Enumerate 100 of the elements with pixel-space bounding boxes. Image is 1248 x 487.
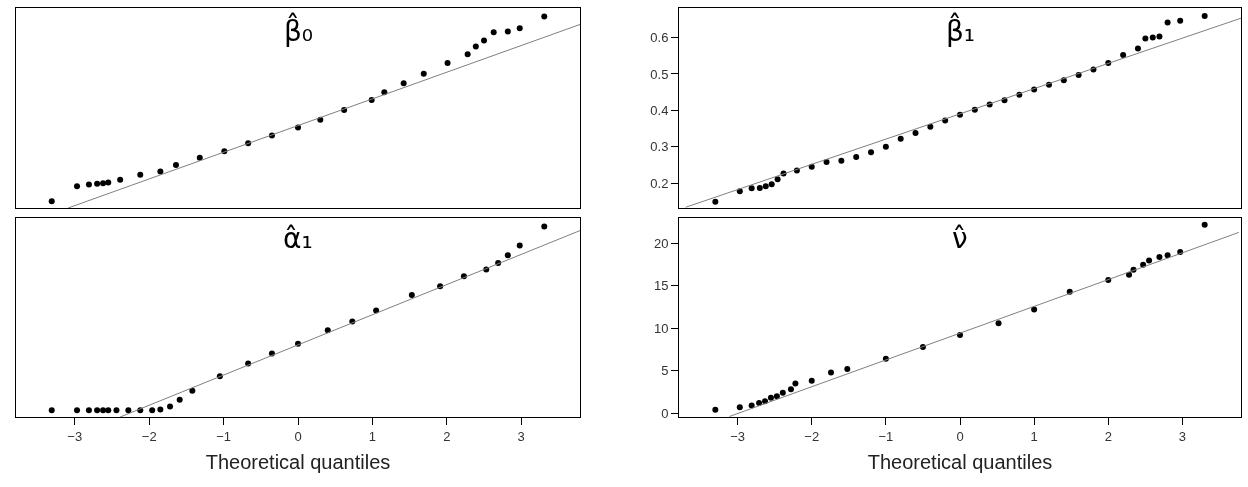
point	[995, 320, 1002, 327]
point	[827, 369, 834, 376]
x-tick-label: 1	[368, 428, 377, 444]
y-tick-label: 0.2	[650, 175, 669, 191]
x-tick-label: −2	[804, 428, 820, 444]
point	[444, 59, 451, 66]
point	[100, 180, 107, 187]
point	[792, 380, 799, 387]
x-tick-label: −1	[878, 428, 894, 444]
point	[768, 181, 775, 188]
point	[157, 406, 164, 413]
y-tick-label: 5	[661, 363, 669, 379]
point	[712, 406, 719, 413]
point	[481, 37, 488, 44]
point	[1031, 306, 1038, 313]
point	[504, 28, 511, 35]
point	[1142, 35, 1149, 42]
x-tick-label: 3	[517, 428, 525, 444]
point	[541, 223, 548, 230]
y-tick-label: 20	[653, 236, 669, 251]
point	[408, 291, 415, 298]
point	[748, 402, 755, 409]
point	[516, 25, 523, 32]
point	[756, 184, 763, 191]
chart-title: β̂₀	[284, 12, 314, 49]
point	[1120, 51, 1127, 58]
point	[74, 407, 81, 414]
point	[748, 185, 755, 192]
x-axis-title: Theoretical quantiles	[867, 451, 1053, 474]
point	[137, 171, 144, 178]
point	[490, 29, 497, 36]
chart-title: ν̂	[952, 222, 968, 255]
point	[472, 43, 479, 50]
point	[94, 407, 101, 414]
x-tick-label: −1	[216, 428, 231, 444]
x-tick-label: −3	[67, 428, 83, 444]
point	[736, 404, 743, 411]
x-tick-label: 2	[443, 428, 451, 444]
point	[853, 154, 860, 160]
point	[172, 161, 179, 168]
x-tick-label: −3	[730, 428, 745, 444]
point	[927, 123, 934, 130]
point	[1156, 33, 1163, 40]
x-tick-label: −2	[141, 428, 157, 444]
point	[516, 242, 523, 249]
point	[1156, 254, 1163, 261]
point	[868, 149, 875, 156]
point	[1164, 19, 1171, 26]
x-tick-label: 3	[1178, 428, 1187, 444]
point	[844, 365, 851, 372]
point	[541, 13, 548, 20]
point	[774, 176, 781, 183]
point	[167, 403, 174, 410]
x-tick-label: 0	[294, 428, 302, 444]
point	[1201, 221, 1208, 228]
y-tick-label: 0.3	[650, 139, 669, 155]
point	[85, 181, 92, 188]
point	[189, 387, 196, 394]
point	[882, 143, 889, 150]
point	[712, 198, 719, 205]
point	[74, 183, 81, 190]
point	[113, 407, 120, 414]
point	[1126, 271, 1133, 278]
point	[125, 407, 132, 414]
point	[48, 198, 55, 205]
point	[85, 407, 92, 414]
point	[176, 396, 183, 403]
point	[504, 252, 511, 259]
point	[756, 399, 763, 406]
point	[762, 183, 769, 190]
point	[787, 386, 794, 393]
point	[464, 51, 471, 58]
point	[149, 407, 156, 414]
y-tick-label: 15	[653, 278, 669, 294]
point	[105, 179, 112, 186]
x-tick-label: 0	[956, 428, 964, 444]
point	[773, 393, 780, 400]
point	[1134, 45, 1141, 52]
point	[117, 176, 124, 183]
point	[897, 135, 904, 142]
point	[912, 129, 919, 136]
point	[779, 389, 786, 396]
point	[838, 157, 845, 164]
point	[94, 180, 101, 187]
point	[808, 377, 815, 384]
point	[1201, 13, 1208, 20]
point	[48, 407, 55, 414]
point	[1164, 252, 1171, 259]
x-tick-label: 2	[1104, 428, 1112, 444]
y-tick-label: 10	[653, 320, 669, 336]
point	[808, 163, 815, 170]
chart-title: α̂₁	[283, 222, 313, 255]
point	[1149, 34, 1156, 41]
y-tick-label: 0.4	[650, 102, 669, 118]
y-tick-label: 0.5	[650, 66, 669, 82]
point	[100, 407, 107, 414]
point	[1177, 17, 1184, 24]
chart-title: β̂₁	[946, 12, 976, 49]
point	[420, 70, 427, 77]
point	[105, 407, 112, 414]
